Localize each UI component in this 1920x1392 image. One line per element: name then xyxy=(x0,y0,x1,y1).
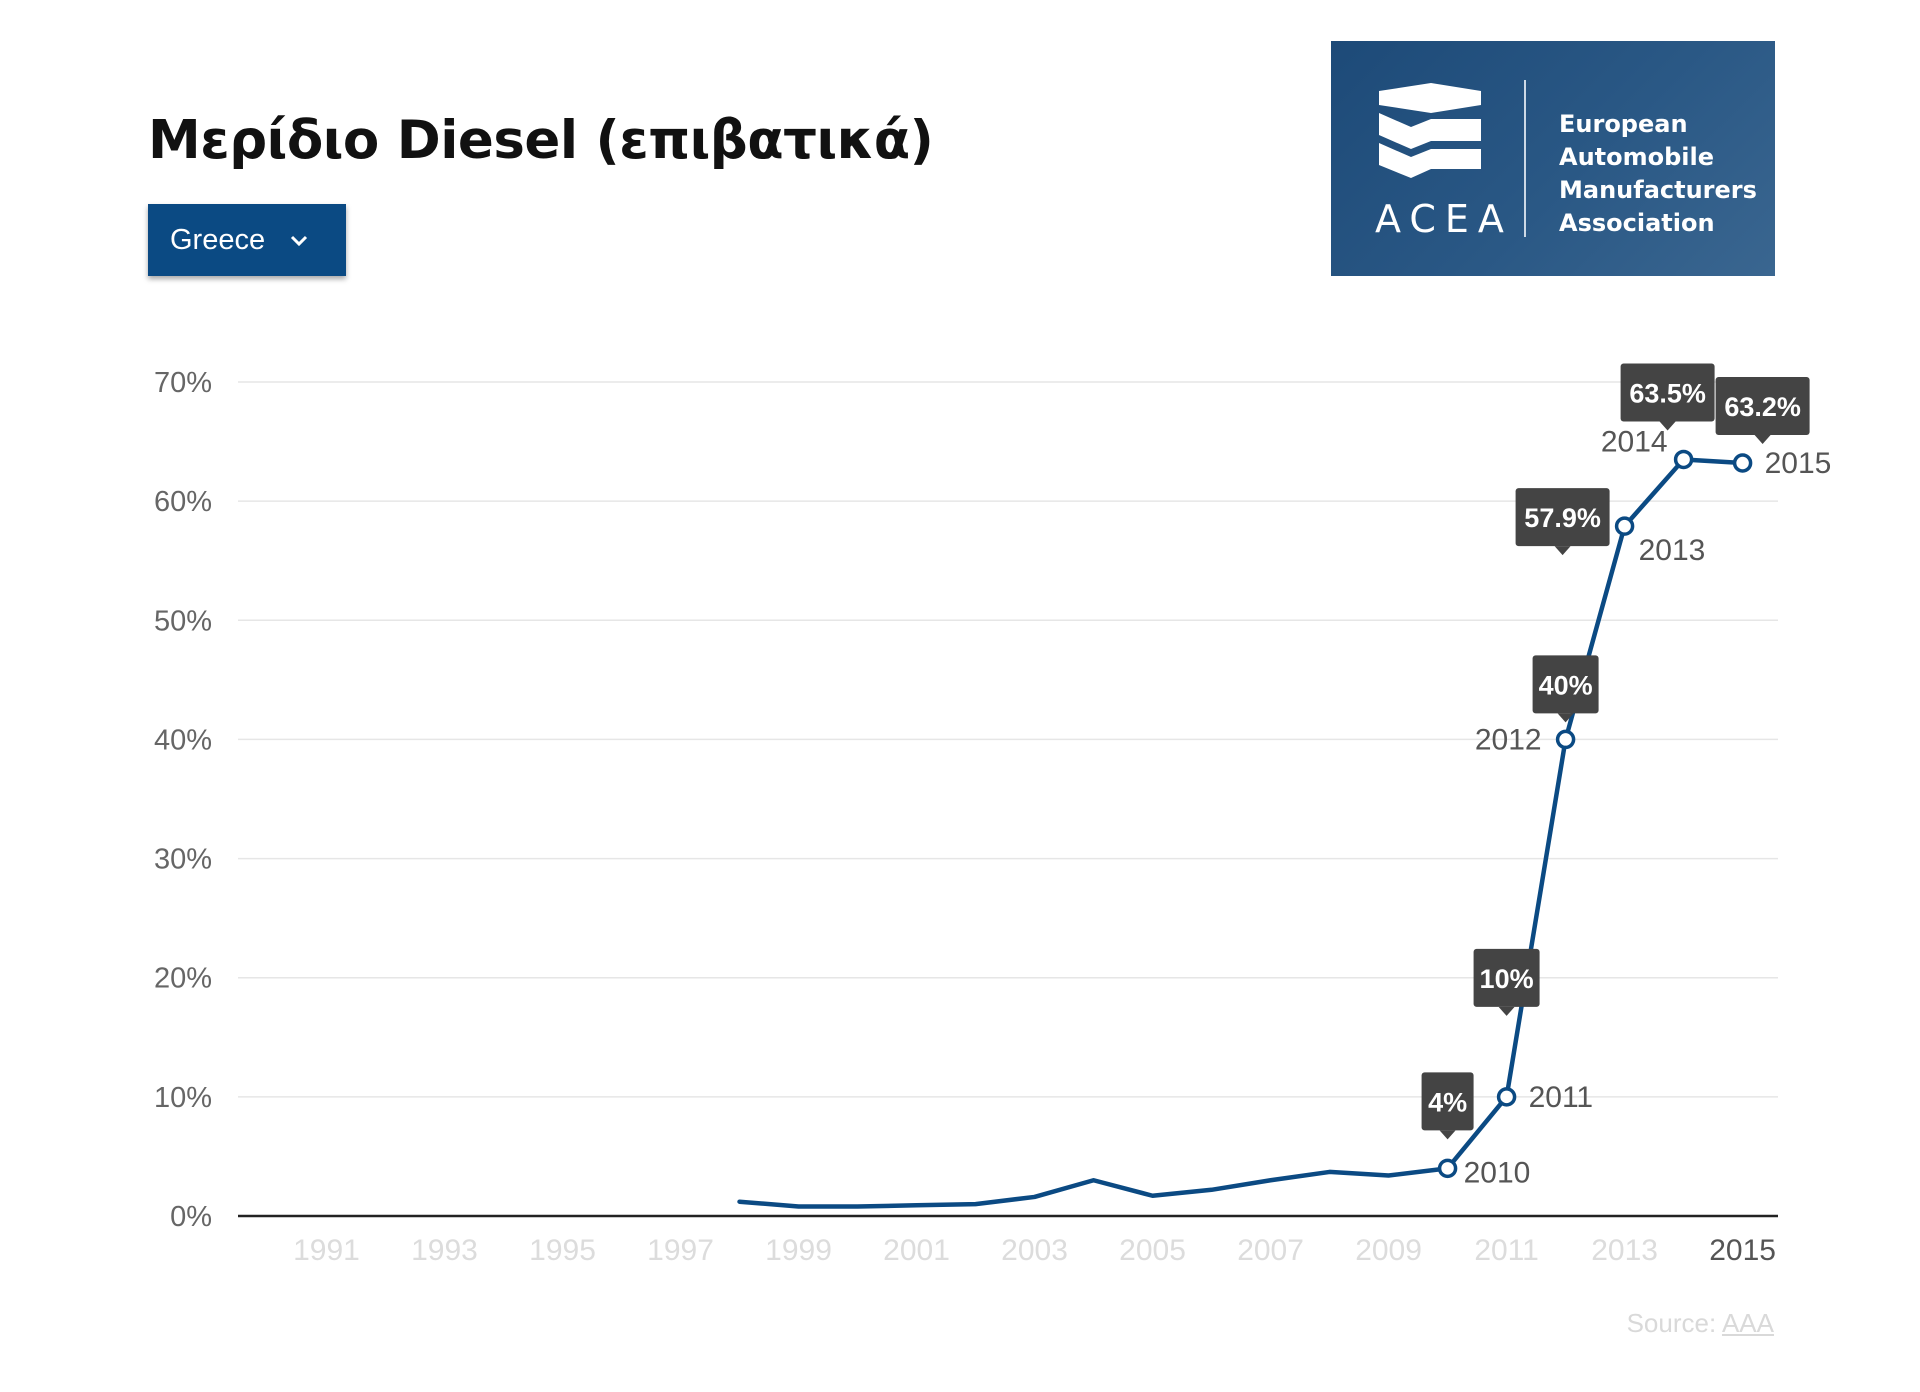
acea-abbreviation: ACEA xyxy=(1375,197,1513,241)
value-callout-label: 57.9% xyxy=(1524,503,1601,533)
data-point-marker xyxy=(1437,1158,1458,1179)
x-tick-label: 1993 xyxy=(411,1234,478,1267)
chevron-down-icon xyxy=(291,235,308,247)
x-tick-label: 2001 xyxy=(883,1234,950,1267)
value-callout-label: 4% xyxy=(1428,1087,1467,1117)
logo-name-line: Association xyxy=(1559,209,1715,237)
y-tick-label: 0% xyxy=(170,1201,212,1233)
value-callout-label: 63.2% xyxy=(1724,392,1801,422)
value-callout-pointer xyxy=(1754,435,1771,445)
acea-emblem-icon xyxy=(1379,83,1481,178)
y-tick-label: 20% xyxy=(154,963,212,995)
value-callout-label: 10% xyxy=(1480,964,1534,994)
value-callout-box xyxy=(1421,1072,1474,1131)
acea-logo: ACEA European Automobile Manufacturers A… xyxy=(1331,41,1775,276)
y-tick-label: 70% xyxy=(154,367,212,399)
y-tick-label: 10% xyxy=(154,1082,212,1114)
chart-title: Μερίδιο Diesel (επιβατικά) xyxy=(148,110,934,171)
y-tick-label: 30% xyxy=(154,844,212,876)
x-tick-label: 2009 xyxy=(1355,1234,1422,1267)
data-point-marker xyxy=(1496,1087,1517,1107)
source-link[interactable]: AAA xyxy=(1721,1308,1774,1338)
country-dropdown-value: Greece xyxy=(170,223,266,256)
source-note: Source: AAA xyxy=(1627,1308,1774,1339)
point-year-label: 2011 xyxy=(1529,1081,1594,1114)
value-callout-pointer xyxy=(1554,546,1571,556)
x-tick-label: 2011 xyxy=(1474,1234,1539,1267)
source-label: Source: xyxy=(1626,1308,1717,1338)
x-tick-label: 1995 xyxy=(529,1234,596,1267)
value-callout-box xyxy=(1620,363,1715,422)
value-callout-box xyxy=(1473,948,1540,1007)
value-callout-label: 63.5% xyxy=(1629,378,1706,408)
x-tick-label: 2013 xyxy=(1591,1234,1658,1267)
logo-name-line: Automobile xyxy=(1559,143,1715,171)
value-callout-pointer xyxy=(1439,1130,1456,1140)
point-year-label: 2014 xyxy=(1601,425,1668,458)
x-tick-label: 2007 xyxy=(1237,1234,1304,1267)
value-callout-box xyxy=(1715,377,1810,436)
data-point-marker xyxy=(1673,449,1694,470)
value-callout-pointer xyxy=(1659,421,1676,431)
country-dropdown[interactable]: Greece xyxy=(148,204,346,276)
value-callout-pointer xyxy=(1498,1006,1515,1016)
acea-full-name: European Automobile Manufacturers Associ… xyxy=(1559,108,1757,240)
point-year-label: 2012 xyxy=(1475,723,1542,756)
value-callout-box xyxy=(1532,655,1599,714)
x-tick-label: 2003 xyxy=(1001,1234,1068,1267)
point-year-label: 2010 xyxy=(1464,1156,1531,1189)
data-point-marker xyxy=(1614,516,1635,536)
x-tick-label: 2015 xyxy=(1709,1234,1776,1267)
y-tick-label: 40% xyxy=(154,724,212,756)
point-year-label: 2013 xyxy=(1639,534,1706,567)
x-tick-label: 1991 xyxy=(293,1234,360,1267)
data-point-marker xyxy=(1555,729,1576,750)
value-callout-label: 40% xyxy=(1539,670,1593,700)
x-tick-label: 2005 xyxy=(1119,1234,1186,1267)
point-year-label: 2015 xyxy=(1765,447,1832,480)
value-callout-box xyxy=(1515,488,1610,547)
y-tick-label: 60% xyxy=(154,486,212,518)
x-tick-label: 1997 xyxy=(647,1234,714,1267)
logo-divider xyxy=(1524,80,1526,237)
logo-name-line: European xyxy=(1559,110,1688,138)
value-callout-pointer xyxy=(1557,713,1574,723)
data-point-marker xyxy=(1732,453,1753,473)
x-tick-label: 1999 xyxy=(765,1234,832,1267)
y-tick-label: 50% xyxy=(154,605,212,637)
logo-name-line: Manufacturers xyxy=(1559,176,1757,204)
